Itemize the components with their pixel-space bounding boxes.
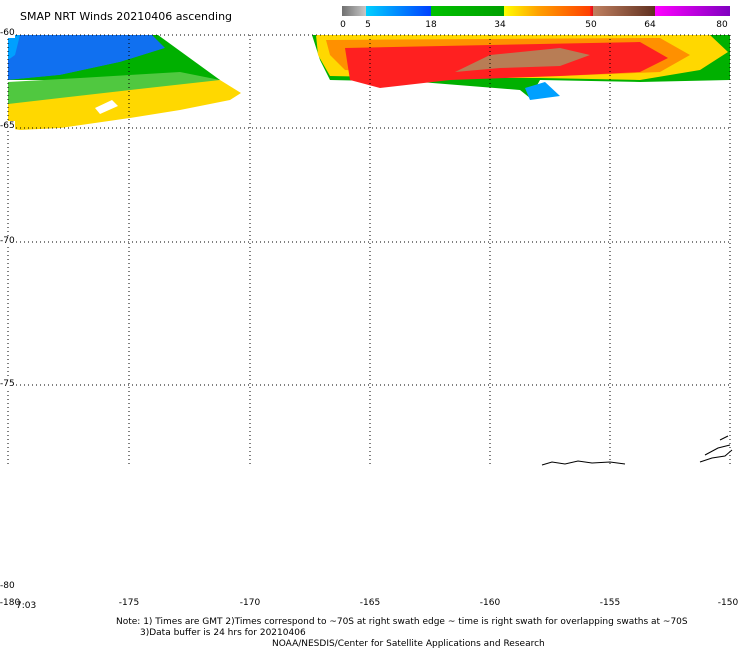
note-line-1: Note: 1) Times are GMT 2)Times correspon… <box>116 617 688 627</box>
lon-label: -165 <box>359 598 381 608</box>
lon-label: -170 <box>239 598 261 608</box>
colorbar-label: 0 <box>340 20 346 30</box>
coastline <box>541 435 733 466</box>
lon-label: -175 <box>118 598 140 608</box>
lat-label: -80 <box>0 581 15 591</box>
lat-label: -75 <box>0 379 15 389</box>
lon-label: -160 <box>479 598 501 608</box>
lon-label: -155 <box>599 598 621 608</box>
pass-time-label: 7:03 <box>16 601 37 611</box>
colorbar-label: 5 <box>365 20 371 30</box>
colorbar-label: 80 <box>716 20 728 30</box>
wind-swath-left <box>8 35 241 130</box>
lat-label: -60 <box>0 28 15 38</box>
wind-swath-right <box>312 35 730 100</box>
colorbar-label: 50 <box>585 20 597 30</box>
lat-lon-grid <box>7 34 731 465</box>
note-line-2: 3)Data buffer is 24 hrs for 20210406 <box>140 628 306 638</box>
colorbar-label: 64 <box>644 20 656 30</box>
colorbar-label: 18 <box>425 20 437 30</box>
colorbar-label: 34 <box>494 20 506 30</box>
lat-label: -70 <box>0 236 15 246</box>
lat-label: -65 <box>0 121 15 131</box>
lon-label: -150 <box>717 598 739 608</box>
lon-label: -180 <box>0 598 21 608</box>
credits-line: NOAA/NESDIS/Center for Satellite Applica… <box>272 639 545 649</box>
map-title: SMAP NRT Winds 20210406 ascending <box>20 10 233 23</box>
